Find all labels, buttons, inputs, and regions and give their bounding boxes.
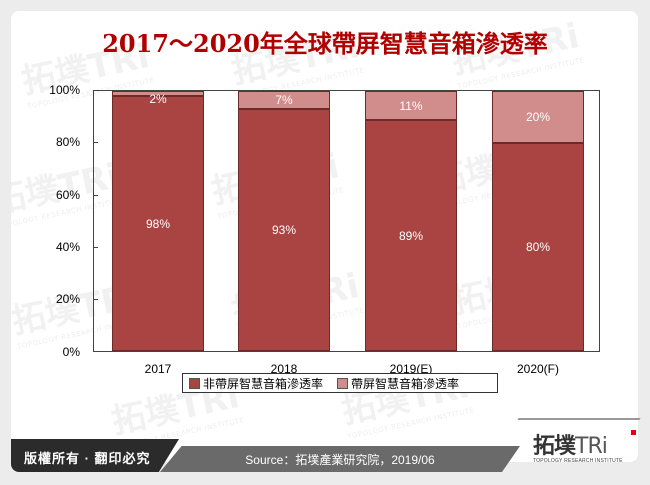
bar-2019: 11% 89%: [365, 91, 457, 351]
copyright-bar: 版權所有 · 翻印必究: [11, 439, 179, 472]
data-label: 93%: [271, 223, 297, 237]
legend-item-screen: 帶屏智慧音箱滲透率: [337, 375, 459, 392]
bar-segment-non-screen: 93%: [238, 109, 330, 351]
bar-segment-non-screen: 98%: [112, 96, 204, 351]
y-tick-label: 60%: [55, 188, 80, 202]
data-label: 98%: [145, 216, 171, 231]
bar-2017: 98%: [112, 91, 204, 351]
decorative-line: [517, 418, 641, 420]
legend-swatch: [337, 377, 349, 389]
logo-subtitle: TOPOLOGY RESEARCH INSTITUTE: [533, 458, 623, 464]
chart-title: 2017～2020年全球帶屏智慧音箱滲透率: [102, 29, 548, 58]
logo-red-dot: [631, 430, 636, 435]
source-text: Source：拓墣產業研究院，2019/06: [245, 453, 435, 467]
x-tick-label: 2020(F): [516, 362, 560, 376]
x-tick-label: 2017: [144, 362, 172, 376]
bar-segment-screen: 7%: [238, 91, 330, 110]
x-tick-label: 2018: [270, 362, 298, 376]
data-label: 80%: [525, 240, 551, 254]
data-label: 7%: [275, 93, 293, 108]
y-tick-label: 20%: [55, 292, 80, 306]
bar-segment-non-screen: 89%: [365, 120, 457, 351]
y-tick-mark: [93, 299, 98, 300]
legend-label: 非帶屏智慧音箱滲透率: [203, 376, 324, 391]
y-tick-mark: [93, 142, 98, 143]
plot-area: [93, 90, 600, 352]
copyright-text: 版權所有 · 翻印必究: [24, 451, 151, 466]
chart-legend: 非帶屏智慧音箱滲透率 帶屏智慧音箱滲透率: [182, 373, 498, 393]
bar-segment-screen: 11%: [365, 91, 457, 120]
bar-2020: 20% 80%: [492, 91, 584, 351]
tri-logo: 拓墣TRi TOPOLOGY RESEARCH INSTITUTE: [533, 428, 636, 464]
bar-segment-screen: 20%: [492, 91, 584, 143]
logo-en: TRi: [575, 434, 608, 459]
y-tick-label: 40%: [55, 240, 80, 254]
legend-item-non-screen: 非帶屏智慧音箱滲透率: [189, 375, 323, 392]
y-tick-label: 100%: [49, 83, 80, 97]
data-label: 11%: [399, 98, 423, 113]
y-tick-mark: [93, 247, 98, 248]
y-tick-label: 80%: [55, 135, 80, 149]
y-tick-label: 0%: [62, 345, 80, 359]
data-label: 89%: [398, 228, 424, 243]
legend-label: 帶屏智慧音箱滲透率: [351, 376, 460, 391]
logo-cn: 拓墣: [533, 434, 576, 459]
y-tick-mark: [93, 195, 98, 196]
data-label: 2%: [149, 92, 167, 106]
bar-2018: 7% 93%: [238, 91, 330, 351]
data-label: 20%: [525, 110, 551, 124]
bar-segment-screen: [112, 91, 204, 97]
x-tick-label: 2019(E): [389, 362, 433, 376]
legend-swatch: [189, 377, 200, 389]
source-bar: Source：拓墣產業研究院，2019/06: [160, 446, 520, 472]
bar-segment-non-screen: 80%: [492, 143, 584, 351]
